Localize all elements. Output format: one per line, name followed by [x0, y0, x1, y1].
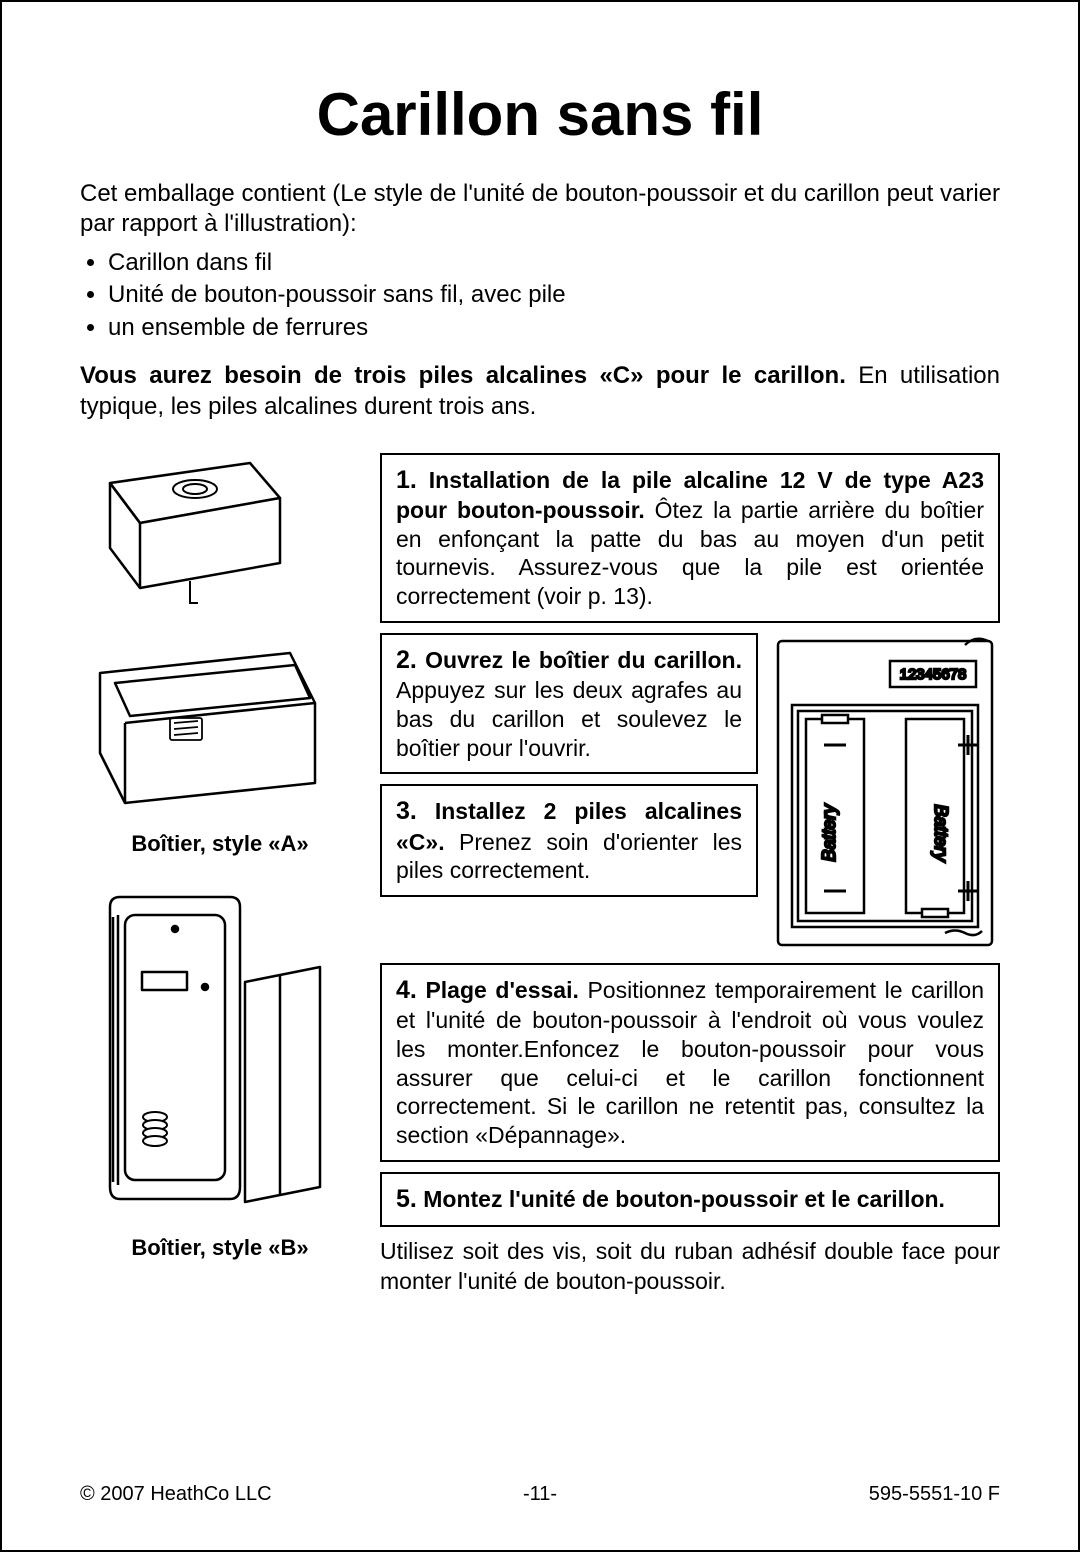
step-1: 1. Installation de la pile alcaline 12 V…	[380, 453, 1000, 623]
label-style-a: Boîtier, style «A»	[80, 831, 360, 857]
step-4: 4. Plage d'essai. Positionnez temporaire…	[380, 963, 1000, 1162]
requirement-bold: Vous aurez besoin de trois piles alcalin…	[80, 362, 846, 389]
page-title: Carillon sans fil	[80, 80, 1000, 149]
bullet-item: Unité de bouton-poussoir sans fil, avec …	[108, 279, 1000, 311]
footer-page-number: -11-	[523, 1483, 557, 1506]
figure-style-a: Boîtier, style «A»	[80, 643, 360, 857]
figure-battery-compartment: 12345678 Battery Battery	[770, 633, 1000, 953]
step-4-num: 4.	[396, 976, 417, 1004]
step-2: 2. Ouvrez le boîtier du carillon. Appuye…	[380, 633, 758, 775]
battery-label-right: Battery	[931, 804, 951, 862]
footer-doc-number: 595-5551-10 F	[869, 1483, 1000, 1506]
requirement-text: Vous aurez besoin de trois piles alcalin…	[80, 360, 1000, 422]
step-2-rest: Appuyez sur les deux agrafes au bas du c…	[396, 677, 742, 761]
dip-switch-label: 12345678	[900, 666, 967, 683]
step-3-rest: Prenez soin d'orienter les piles correct…	[396, 829, 742, 884]
footer: © 2007 HeathCo LLC -11- 595-5551-10 F	[80, 1483, 1000, 1506]
figure-pushbutton-top	[80, 453, 360, 623]
bullet-item: Carillon dans fil	[108, 247, 1000, 279]
bullet-list: Carillon dans fil Unité de bouton-pousso…	[108, 247, 1000, 344]
figure-style-b: Boîtier, style «B»	[80, 887, 360, 1261]
label-style-b: Boîtier, style «B»	[80, 1235, 360, 1261]
step-5: 5. Montez l'unité de bouton-poussoir et …	[380, 1172, 1000, 1227]
step-5-bold: Montez l'unité de bouton-poussoir et le …	[423, 1186, 945, 1212]
battery-label-left: Battery	[819, 803, 839, 861]
footer-copyright: © 2007 HeathCo LLC	[80, 1483, 272, 1506]
after-step-5-text: Utilisez soit des vis, soit du ruban adh…	[380, 1237, 1000, 1297]
bullet-item: un ensemble de ferrures	[108, 312, 1000, 344]
step-3-num: 3.	[396, 797, 417, 825]
step-5-num: 5.	[396, 1185, 417, 1213]
step-3: 3. Installez 2 piles alcalines «C». Pren…	[380, 784, 758, 897]
step-2-num: 2.	[396, 646, 417, 674]
step-1-num: 1.	[396, 466, 417, 494]
step-4-bold: Plage d'essai.	[425, 977, 578, 1003]
intro-text: Cet emballage contient (Le style de l'un…	[80, 179, 1000, 239]
step-2-bold: Ouvrez le boîtier du carillon.	[425, 647, 742, 673]
